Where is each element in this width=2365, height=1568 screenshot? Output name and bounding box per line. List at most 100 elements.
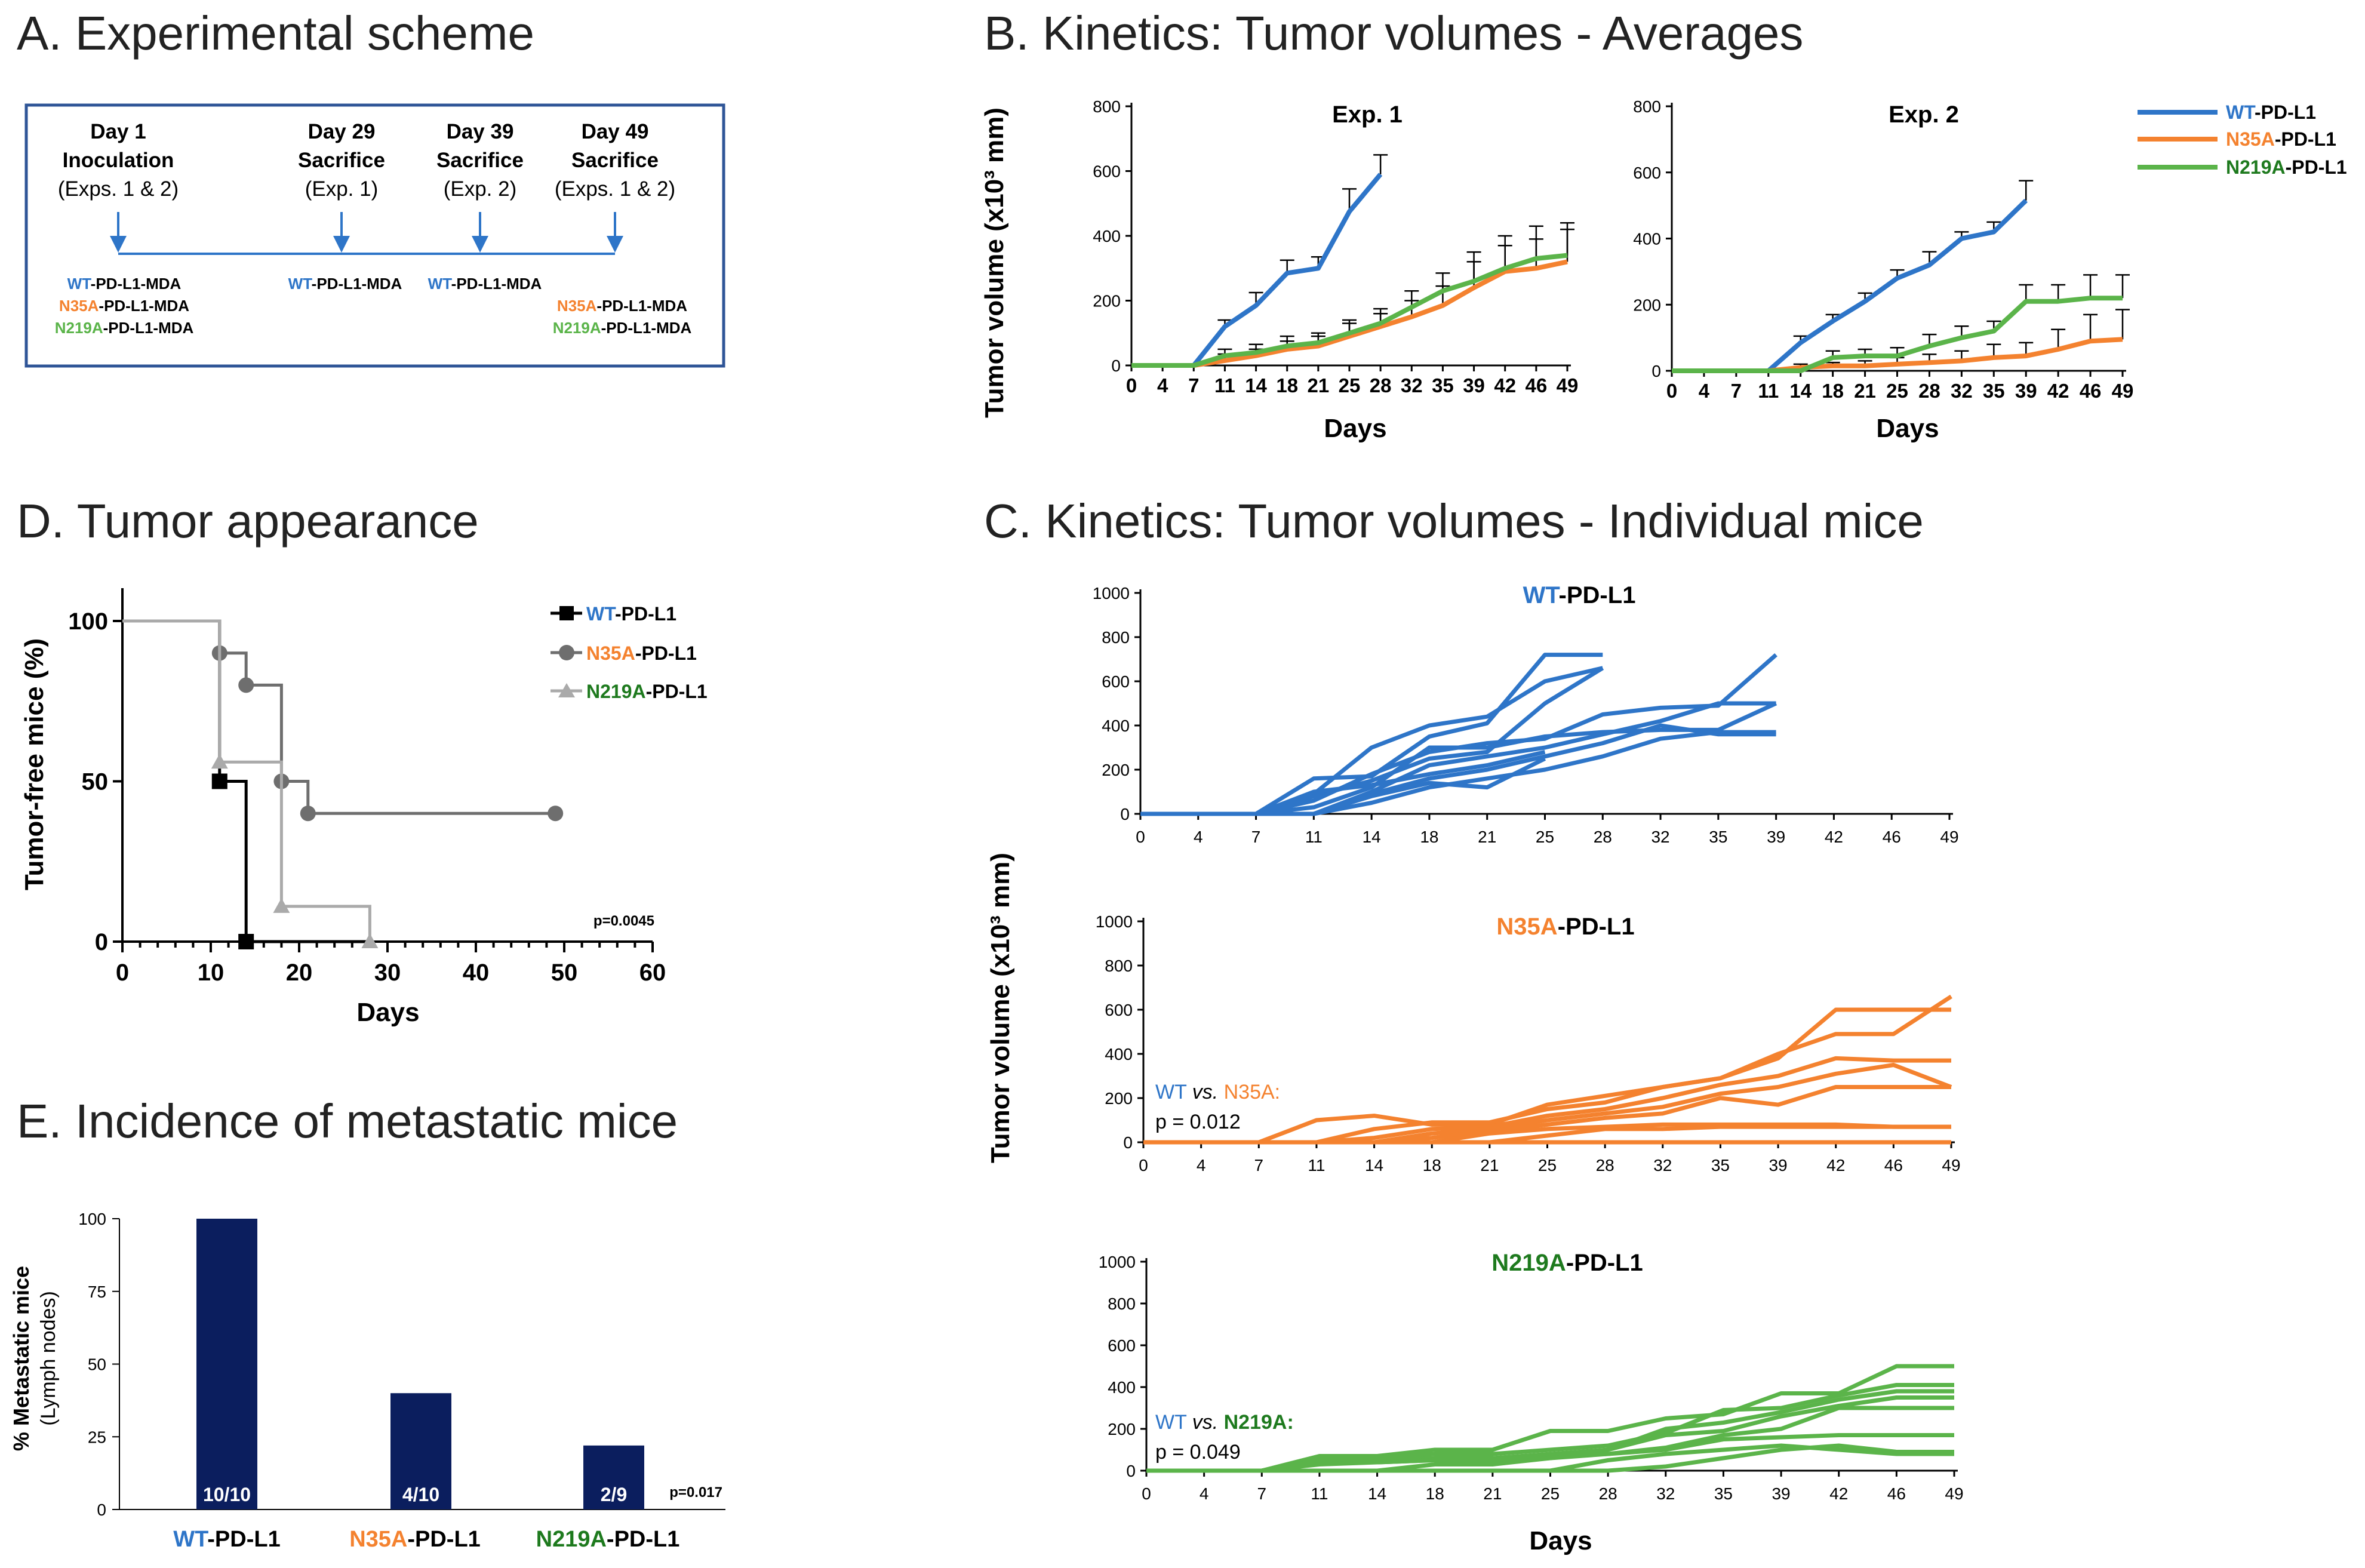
arrow-1-head bbox=[110, 236, 127, 253]
e-ylabel2: (Lymph nodes) bbox=[37, 1291, 60, 1426]
arrow-4-head bbox=[607, 236, 623, 253]
d-legend-wt-label: WT-PD-L1 bbox=[586, 603, 676, 625]
bar-count-label: 2/9 bbox=[601, 1484, 627, 1505]
x-tick-label: 60 bbox=[639, 960, 666, 986]
event-1-day: Day 1 bbox=[90, 120, 146, 143]
x-tick-label: 46 bbox=[1887, 1484, 1906, 1503]
day39-group-wt: WT-PD-L1-MDA bbox=[428, 275, 542, 293]
x-tick-label: 39 bbox=[1463, 374, 1485, 396]
e-category-n219a: N219A-PD-L1 bbox=[536, 1527, 680, 1552]
event-4-day: Day 49 bbox=[582, 120, 649, 143]
triangle-marker bbox=[361, 933, 379, 948]
x-tick-label: 30 bbox=[374, 960, 401, 986]
b-ylabel: Tumor volume (x10³ mm) bbox=[980, 107, 1009, 418]
y-tick-label: 75 bbox=[88, 1283, 106, 1301]
y-tick-label: 1000 bbox=[1093, 584, 1130, 602]
x-tick-label: 0 bbox=[1126, 374, 1137, 396]
x-tick-label: 28 bbox=[1594, 828, 1612, 846]
event-3-day: Day 39 bbox=[447, 120, 514, 143]
x-tick-label: 42 bbox=[1826, 1156, 1845, 1175]
x-tick-label: 18 bbox=[1423, 1156, 1441, 1175]
legend-n35a-label: N35A-PD-L1 bbox=[2226, 128, 2336, 150]
scheme-frame bbox=[24, 103, 725, 368]
x-tick-label: 39 bbox=[2015, 380, 2037, 402]
b2-marks bbox=[1672, 180, 2130, 373]
n35a-mouse-line bbox=[1143, 1007, 1951, 1145]
x-tick-label: 4 bbox=[1197, 1156, 1206, 1175]
y-tick-label: 600 bbox=[1633, 164, 1661, 182]
circle-marker bbox=[300, 805, 316, 822]
circle-marker bbox=[548, 805, 564, 822]
panel-e-title: E. Incidence of metastatic mice bbox=[17, 1094, 678, 1148]
day49-group-n219a: N219A-PD-L1-MDA bbox=[553, 319, 692, 337]
e-marks: 10/10 4/10 2/9 bbox=[196, 1219, 644, 1509]
d-ylabel: Tumor-free mice (%) bbox=[20, 638, 49, 890]
x-tick-label: 46 bbox=[1884, 1156, 1903, 1175]
x-tick-label: 42 bbox=[1829, 1484, 1848, 1503]
y-tick-label: 200 bbox=[1105, 1089, 1133, 1108]
panel-a-title: A. Experimental scheme bbox=[17, 7, 534, 60]
y-tick-label: 0 bbox=[1120, 805, 1130, 823]
y-tick-label: 0 bbox=[95, 929, 108, 955]
y-tick-label: 200 bbox=[1633, 296, 1661, 314]
event-1-note: (Exps. 1 & 2) bbox=[58, 177, 179, 201]
x-tick-label: 35 bbox=[1432, 374, 1454, 396]
c3-annotation-p: p = 0.049 bbox=[1155, 1441, 1241, 1464]
b2-xlabel: Days bbox=[1876, 414, 1939, 443]
chart-c-n219a: 0 200 400 600 800 1000 0 4 7 11 14 18 21 25 28 32 35 39 42… bbox=[1099, 1250, 1964, 1503]
n35a-series-line bbox=[1131, 259, 1568, 368]
square-marker bbox=[238, 934, 254, 949]
b1-title: Exp. 1 bbox=[1332, 102, 1403, 128]
b-legend: WT-PD-L1 N35A-PD-L1 N219A-PD-L1 bbox=[2138, 102, 2347, 178]
x-tick-label: 21 bbox=[1854, 380, 1876, 402]
c2-axes: 0 200 400 600 800 1000 0 4 7 11 14 18 21 25 28 32 35 39 42… bbox=[1096, 912, 1961, 1175]
circle-marker bbox=[238, 677, 254, 693]
b1-marks bbox=[1131, 154, 1574, 368]
chart-d: 0 50 100 0 10 20 30 40 50 60 Days Tumor-free mice… bbox=[20, 588, 708, 1027]
x-tick-label: 11 bbox=[1214, 374, 1235, 396]
c1-axes: 0 200 400 600 800 1000 0 4 7 11 14 18 21 25 28 32 35 39 42… bbox=[1093, 584, 1959, 846]
y-tick-label: 800 bbox=[1108, 1295, 1136, 1313]
y-tick-label: 0 bbox=[1126, 1462, 1136, 1480]
day29-group-wt: WT-PD-L1-MDA bbox=[288, 275, 402, 293]
x-tick-label: 40 bbox=[463, 960, 490, 986]
x-tick-label: 7 bbox=[1257, 1484, 1266, 1503]
legend-n219a-label: N219A-PD-L1 bbox=[2226, 156, 2347, 178]
wt-mouse-line bbox=[1140, 757, 1546, 816]
x-tick-label: 4 bbox=[1157, 374, 1168, 396]
survival-curve-1 bbox=[122, 619, 556, 815]
y-tick-label: 50 bbox=[82, 769, 109, 795]
x-tick-label: 11 bbox=[1308, 1156, 1325, 1175]
event-3-note: (Exp. 2) bbox=[444, 177, 517, 201]
y-tick-label: 400 bbox=[1108, 1378, 1136, 1397]
x-tick-label: 0 bbox=[1142, 1484, 1151, 1503]
x-tick-label: 32 bbox=[1656, 1484, 1675, 1503]
x-tick-label: 28 bbox=[1918, 380, 1940, 402]
e-ylabel: % Metastatic mice bbox=[9, 1266, 33, 1451]
b2-title: Exp. 2 bbox=[1889, 102, 1959, 128]
event-1-label: Inoculation bbox=[63, 149, 174, 172]
c1-marks bbox=[1140, 653, 1777, 816]
x-tick-label: 14 bbox=[1365, 1156, 1383, 1175]
n219a-series-line bbox=[1131, 253, 1568, 368]
chart-c-n35a: 0 200 400 600 800 1000 0 4 7 11 14 18 21 25 28 32 35 39 42… bbox=[1096, 912, 1961, 1175]
y-tick-label: 400 bbox=[1093, 227, 1121, 245]
x-tick-label: 49 bbox=[1940, 828, 1958, 846]
y-tick-label: 0 bbox=[1123, 1133, 1133, 1152]
x-tick-label: 39 bbox=[1769, 1156, 1787, 1175]
triangle-marker bbox=[273, 897, 290, 913]
x-tick-label: 32 bbox=[1653, 1156, 1672, 1175]
x-tick-label: 0 bbox=[1666, 380, 1677, 402]
c3-axes: 0 200 400 600 800 1000 0 4 7 11 14 18 21 25 28 32 35 39 42… bbox=[1099, 1253, 1964, 1503]
x-tick-label: 28 bbox=[1596, 1156, 1614, 1175]
x-tick-label: 35 bbox=[1711, 1156, 1730, 1175]
day1-group-n219a: N219A-PD-L1-MDA bbox=[55, 319, 194, 337]
x-tick-label: 21 bbox=[1307, 374, 1329, 396]
y-tick-label: 1000 bbox=[1096, 912, 1133, 931]
x-tick-label: 18 bbox=[1420, 828, 1438, 846]
d-legend-n35a-label: N35A-PD-L1 bbox=[586, 642, 697, 664]
x-tick-label: 32 bbox=[1951, 380, 1973, 402]
d-axes: 0 50 100 0 10 20 30 40 50 60 bbox=[68, 588, 666, 986]
